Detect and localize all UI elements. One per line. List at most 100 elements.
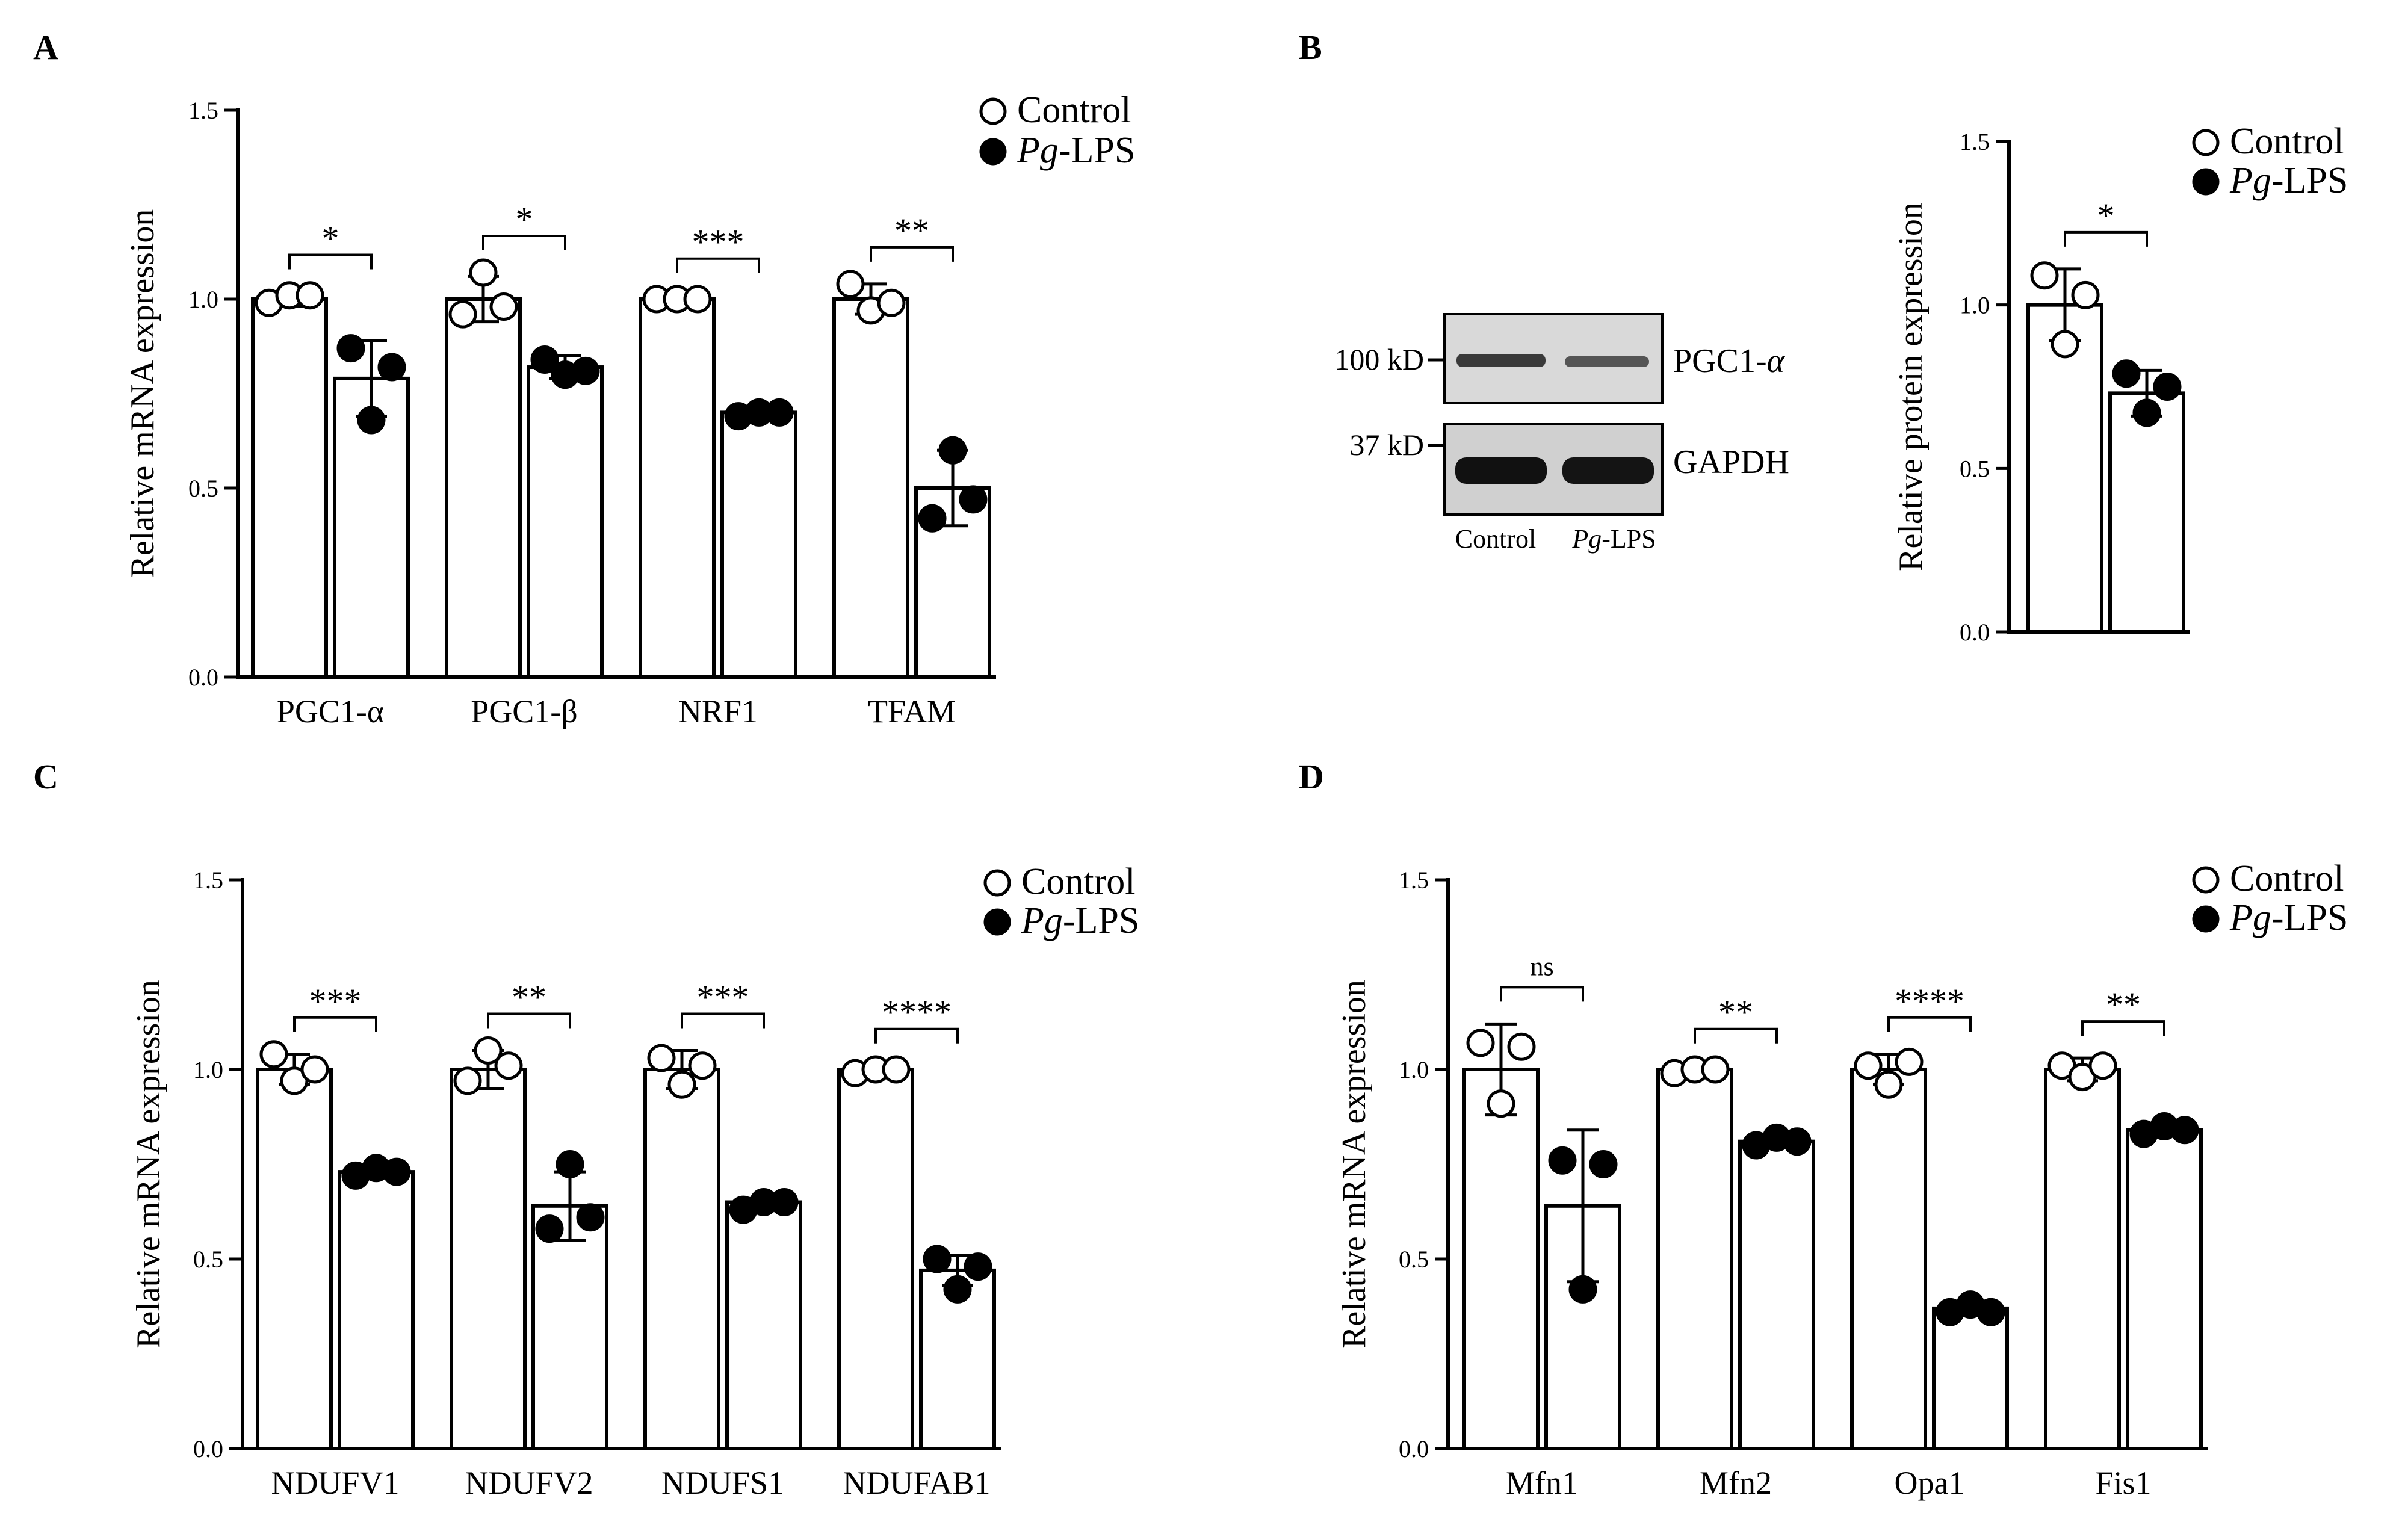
data-point-pg-lps: [943, 1275, 972, 1304]
panel-label: C: [33, 757, 58, 796]
data-point-control: [469, 258, 498, 287]
data-point-control: [2051, 330, 2079, 359]
significance-label: ***: [697, 978, 749, 1017]
data-point-pg-lps: [1589, 1150, 1618, 1178]
category-label: NDUFV2: [465, 1465, 593, 1501]
data-point-pg-lps: [576, 1203, 605, 1232]
significance-bracket: [1694, 1027, 1778, 1044]
data-point-control: [448, 300, 477, 329]
category-label: PGC1-β: [471, 693, 578, 729]
data-point-pg-lps: [918, 504, 947, 533]
legend-rest: -LPS: [1059, 130, 1135, 171]
category-label: NDUFS1: [661, 1465, 784, 1501]
significance-bracket: [1887, 1016, 1972, 1032]
bar-pg-lps: [2126, 1128, 2203, 1451]
y-tick-label: 0.5: [188, 475, 218, 502]
significance-label: ***: [309, 982, 362, 1021]
bar-pg-lps: [1932, 1306, 2009, 1450]
significance-label: **: [2106, 985, 2141, 1024]
y-tick-label: 1.5: [1399, 867, 1429, 894]
bar-control: [445, 297, 522, 679]
y-tick-label: 0.5: [1399, 1246, 1429, 1273]
bar-control: [2044, 1068, 2121, 1450]
lane-label-control: Control: [1455, 524, 1536, 554]
data-point-pg-lps: [1568, 1275, 1597, 1304]
data-point-control: [1701, 1055, 1730, 1084]
significance-label: *: [516, 200, 533, 239]
category-label: NDUFAB1: [843, 1465, 990, 1501]
y-tick-label: 1.0: [188, 286, 218, 313]
data-point-pg-lps: [938, 436, 967, 465]
y-axis-label: Relative protein expression: [1892, 202, 1930, 571]
significance-bracket: [676, 257, 760, 273]
band-label-pgc1a-text: PGC1-: [1673, 342, 1767, 380]
lane-label-rest: -LPS: [1602, 524, 1656, 554]
legend-marker-pg-lps: [983, 908, 1011, 936]
category-label: PGC1-α: [277, 693, 384, 729]
bar-pg-lps: [338, 1170, 415, 1450]
significance-bracket: [487, 1012, 571, 1029]
legend-italic: Pg: [2229, 160, 2271, 201]
data-point-pg-lps: [2112, 359, 2141, 388]
legend-italic: Pg: [1017, 130, 1059, 171]
data-point-control: [489, 292, 518, 321]
data-point-pg-lps: [959, 485, 988, 514]
data-point-control: [683, 285, 712, 314]
legend-rest: -LPS: [1063, 900, 1139, 941]
y-tick-label: 1.0: [193, 1056, 223, 1083]
legend-label-control: Control: [1021, 861, 1135, 902]
data-point-pg-lps: [765, 398, 794, 427]
data-point-pg-lps: [571, 356, 600, 385]
legend-marker-control: [983, 869, 1011, 897]
significance-bracket: [874, 1027, 959, 1044]
category-label: NRF1: [678, 693, 758, 729]
data-point-control: [494, 1051, 523, 1080]
significance-bracket: [1500, 986, 1584, 1002]
data-point-control: [836, 270, 865, 299]
panel-a: A 0.0 0.5 1.0 1.5 Relative mRNA expression * PG…: [33, 28, 1135, 729]
legend-marker-control: [2192, 866, 2220, 894]
legend-marker-pg-lps: [2192, 905, 2220, 933]
marker-100kd-label: 100 kD: [1334, 342, 1424, 376]
significance-bracket: [2064, 230, 2148, 247]
significance-bracket: [288, 253, 373, 270]
bar-control: [450, 1068, 527, 1450]
data-point-control: [259, 1040, 288, 1069]
data-point-control: [882, 1055, 911, 1084]
data-point-pg-lps: [556, 1150, 584, 1178]
bar-control: [639, 297, 716, 679]
significance-bracket: [2081, 1020, 2165, 1036]
bar-pg-lps: [2108, 391, 2185, 634]
data-point-control: [300, 1055, 329, 1084]
data-point-pg-lps: [530, 345, 559, 374]
bar-control: [251, 297, 328, 679]
blot-band-pglps-pgc1a: [1565, 356, 1649, 367]
data-point-control: [2030, 261, 2059, 290]
data-point-pg-lps: [357, 406, 386, 435]
data-point-control: [1507, 1032, 1536, 1061]
bar-pg-lps: [919, 1268, 996, 1450]
data-point-pg-lps: [382, 1157, 411, 1186]
data-point-pg-lps: [336, 334, 365, 363]
significance-label: **: [894, 211, 929, 250]
legend-marker-pg-lps: [979, 138, 1007, 166]
significance-bracket: [293, 1016, 377, 1032]
legend-rest: -LPS: [2271, 160, 2348, 201]
bar-pg-lps: [1738, 1139, 1815, 1450]
legend-marker-control: [2192, 129, 2220, 156]
legend-italic: Pg: [2229, 897, 2271, 938]
legend-label-pg-lps: Pg-LPS: [1017, 130, 1135, 171]
significance-label: ****: [882, 993, 952, 1032]
significance-label: ****: [1895, 982, 1964, 1021]
data-point-control: [647, 1044, 676, 1072]
y-tick-label: 0.0: [1960, 619, 1990, 646]
data-point-control: [877, 288, 906, 317]
significance-label: *: [2097, 196, 2115, 235]
legend-rest: -LPS: [2271, 897, 2348, 938]
y-axis-label: Relative mRNA expression: [1336, 980, 1373, 1349]
band-label-gapdh: GAPDH: [1673, 444, 1789, 481]
data-point-control: [474, 1036, 503, 1065]
